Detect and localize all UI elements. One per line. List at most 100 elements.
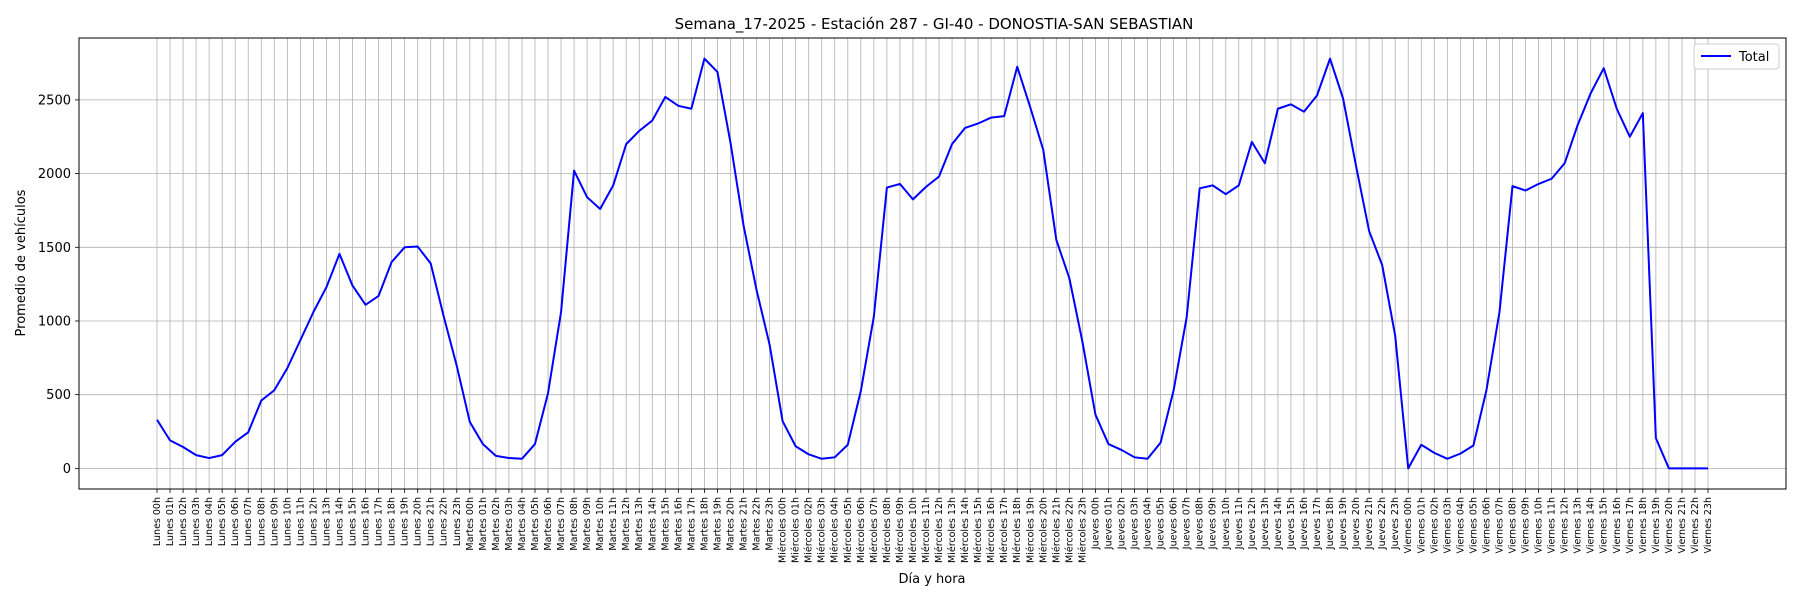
x-tick-label: Martes 23h (765, 497, 776, 551)
x-tick-label: Jueves 22h (1377, 497, 1388, 550)
x-tick-label: Martes 14h (647, 497, 658, 551)
x-tick-label: Jueves 12h (1247, 497, 1258, 550)
x-tick-label: Jueves 05h (1156, 497, 1167, 550)
x-tick-label: Jueves 00h (1090, 497, 1101, 550)
series-line-total (156, 57, 1708, 470)
x-tick-label: Miércoles 20h (1038, 497, 1049, 563)
x-tick-label: Miércoles 13h (947, 497, 958, 563)
x-tick-label: Viernes 09h (1521, 497, 1532, 553)
x-tick-label: Viernes 22h (1690, 497, 1701, 553)
x-tick-label: Lunes 22h (439, 497, 450, 546)
x-tick-label: Lunes 23h (452, 497, 463, 546)
x-tick-label: Miércoles 01h (791, 497, 802, 563)
x-tick-label: Lunes 13h (321, 497, 332, 546)
x-tick-label: Lunes 18h (387, 497, 398, 546)
x-tick-label: Viernes 12h (1560, 497, 1571, 553)
x-tick-label: Lunes 21h (426, 497, 437, 546)
y-axis-label: Promedio de vehículos (14, 189, 29, 336)
x-tick-label: Lunes 14h (334, 497, 345, 546)
x-tick-label: Jueves 08h (1195, 497, 1206, 550)
x-tick-label: Martes 16h (673, 497, 684, 551)
x-tick-label: Miércoles 05h (843, 497, 854, 563)
x-tick-label: Jueves 09h (1208, 497, 1219, 550)
x-tick-label: Lunes 16h (361, 497, 372, 546)
x-tick-label: Miércoles 06h (856, 497, 867, 563)
x-tick-label: Jueves 06h (1169, 497, 1180, 550)
x-tick-label: Miércoles 03h (817, 497, 828, 563)
x-tick-label: Martes 07h (556, 497, 567, 551)
x-tick-label: Miércoles 08h (882, 497, 893, 563)
x-tick-label: Lunes 08h (256, 497, 267, 546)
x-tick-label: Viernes 18h (1638, 497, 1649, 553)
x-tick-label: Jueves 01h (1103, 497, 1114, 550)
x-tick-label: Miércoles 16h (986, 497, 997, 563)
x-tick-label: Lunes 03h (191, 497, 202, 546)
x-tick-label: Lunes 02h (178, 497, 189, 546)
x-tick-label: Lunes 09h (269, 497, 280, 546)
x-tick-label: Martes 22h (752, 497, 763, 551)
x-tick-label: Viernes 02h (1429, 497, 1440, 553)
x-tick-label: Viernes 23h (1703, 497, 1714, 553)
x-tick-label: Viernes 17h (1625, 497, 1636, 553)
x-tick-label: Lunes 00h (152, 497, 163, 546)
x-tick-label: Lunes 06h (230, 497, 241, 546)
x-tick-label: Viernes 04h (1455, 497, 1466, 553)
x-tick-label: Martes 02h (491, 497, 502, 551)
x-tick-label: Jueves 17h (1312, 497, 1323, 550)
legend-box (1693, 43, 1780, 70)
x-tick-label: Viernes 14h (1586, 497, 1597, 553)
y-tick-label: 500 (46, 388, 71, 403)
x-tick-label: Martes 21h (739, 497, 750, 551)
x-tick-label: Lunes 15h (348, 497, 359, 546)
x-tick-label: Miércoles 11h (921, 497, 932, 563)
y-tick-label: 2000 (38, 167, 71, 182)
legend: Total (1693, 43, 1780, 70)
x-tick-label: Martes 19h (712, 497, 723, 551)
x-tick-label: Lunes 04h (204, 497, 215, 546)
x-tick-label: Jueves 02h (1116, 497, 1127, 550)
x-tick-label: Miércoles 04h (830, 497, 841, 563)
x-tick-label: Martes 13h (634, 497, 645, 551)
x-tick-label: Lunes 12h (308, 497, 319, 546)
x-tick-label: Martes 04h (517, 497, 528, 551)
x-tick-label: Miércoles 22h (1064, 497, 1075, 563)
x-tick-label: Martes 17h (686, 497, 697, 551)
x-tick-label: Viernes 13h (1573, 497, 1584, 553)
x-tick-label: Jueves 07h (1182, 497, 1193, 550)
x-tick-label: Viernes 05h (1468, 497, 1479, 553)
x-tick-label: Lunes 19h (400, 497, 411, 546)
x-tick-label: Miércoles 17h (999, 497, 1010, 563)
x-tick-label: Viernes 20h (1664, 497, 1675, 553)
x-tick-label: Viernes 00h (1403, 497, 1414, 553)
x-tick-label: Miércoles 23h (1077, 497, 1088, 563)
x-tick-label: Jueves 13h (1260, 497, 1271, 550)
x-tick-label: Martes 08h (569, 497, 580, 551)
y-tick-label: 0 (63, 462, 71, 477)
x-tick-label: Miércoles 14h (960, 497, 971, 563)
x-tick-label: Miércoles 19h (1025, 497, 1036, 563)
x-tick-label: Jueves 16h (1299, 497, 1310, 550)
x-tick-label: Viernes 11h (1547, 497, 1558, 553)
x-tick-label: Jueves 23h (1390, 497, 1401, 550)
x-tick-label: Jueves 19h (1338, 497, 1349, 550)
plot-frame (78, 37, 1787, 490)
x-tick-label: Viernes 16h (1612, 497, 1623, 553)
x-tick-label: Martes 06h (543, 497, 554, 551)
x-tick-label: Martes 18h (699, 497, 710, 551)
x-tick-label: Miércoles 09h (895, 497, 906, 563)
series-layer (156, 57, 1708, 470)
x-tick-label: Jueves 15h (1286, 497, 1297, 550)
x-tick-label: Martes 20h (725, 497, 736, 551)
x-tick-label: Jueves 18h (1325, 497, 1336, 550)
x-tick-label: Lunes 01h (165, 497, 176, 546)
x-axis-label: Día y hora (898, 572, 965, 587)
x-tick-label: Viernes 07h (1494, 497, 1505, 553)
x-tick-label: Viernes 10h (1534, 497, 1545, 553)
x-tick-label: Martes 12h (621, 497, 632, 551)
x-tick-label: Martes 05h (530, 497, 541, 551)
x-tick-label: Miércoles 07h (869, 497, 880, 563)
x-tick-label: Jueves 04h (1143, 497, 1154, 550)
x-tick-label: Martes 00h (465, 497, 476, 551)
y-tick-label: 1500 (38, 241, 71, 256)
